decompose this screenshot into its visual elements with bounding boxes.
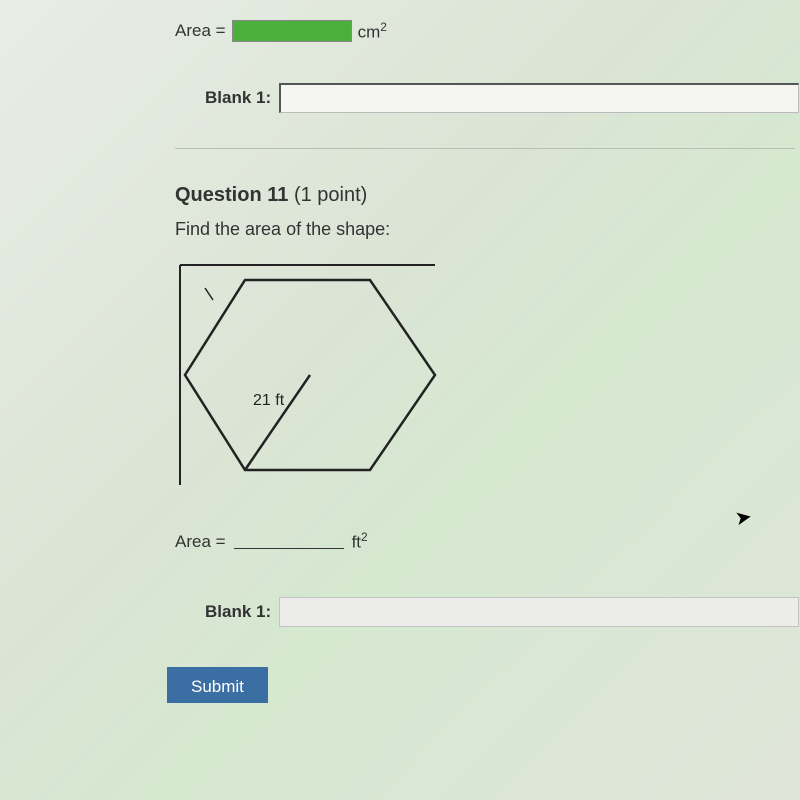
unit-sup-top: 2 bbox=[380, 20, 387, 34]
blank1-label-top: Blank 1: bbox=[205, 88, 271, 108]
divider bbox=[175, 148, 795, 149]
question-points: (1 point) bbox=[294, 184, 367, 206]
area-row-top: Area = cm2 bbox=[175, 20, 800, 43]
unit-sup-bottom: 2 bbox=[361, 530, 368, 544]
area-row-bottom: Area = ft2 bbox=[175, 530, 800, 553]
unit-ft: ft bbox=[352, 532, 361, 551]
area-label-bottom: Area = bbox=[175, 532, 226, 552]
unit-cm2: cm2 bbox=[358, 20, 387, 43]
question-header: Question 11 (1 point) bbox=[175, 184, 800, 207]
apothem-label: 21 ft bbox=[253, 392, 285, 409]
blank1-input-top[interactable] bbox=[279, 83, 799, 113]
question-instruction: Find the area of the shape: bbox=[175, 219, 800, 240]
area-label-top: Area = bbox=[175, 21, 226, 41]
area-blank-line bbox=[234, 548, 344, 549]
unit-ft2: ft2 bbox=[352, 530, 368, 553]
blank-row-top: Blank 1: bbox=[205, 83, 800, 113]
submit-button[interactable]: Submit bbox=[167, 667, 268, 703]
blank-row-bottom: Blank 1: bbox=[205, 597, 800, 627]
question-number: Question 11 bbox=[175, 184, 288, 206]
page-content: Area = cm2 Blank 1: Question 11 (1 point… bbox=[0, 0, 800, 703]
blank1-label-bottom: Blank 1: bbox=[205, 602, 271, 622]
hexagon-figure: 21 ft bbox=[175, 260, 455, 490]
blank1-input-bottom[interactable] bbox=[279, 597, 799, 627]
unit-cm: cm bbox=[358, 23, 381, 42]
area-answer-box[interactable] bbox=[232, 20, 352, 42]
